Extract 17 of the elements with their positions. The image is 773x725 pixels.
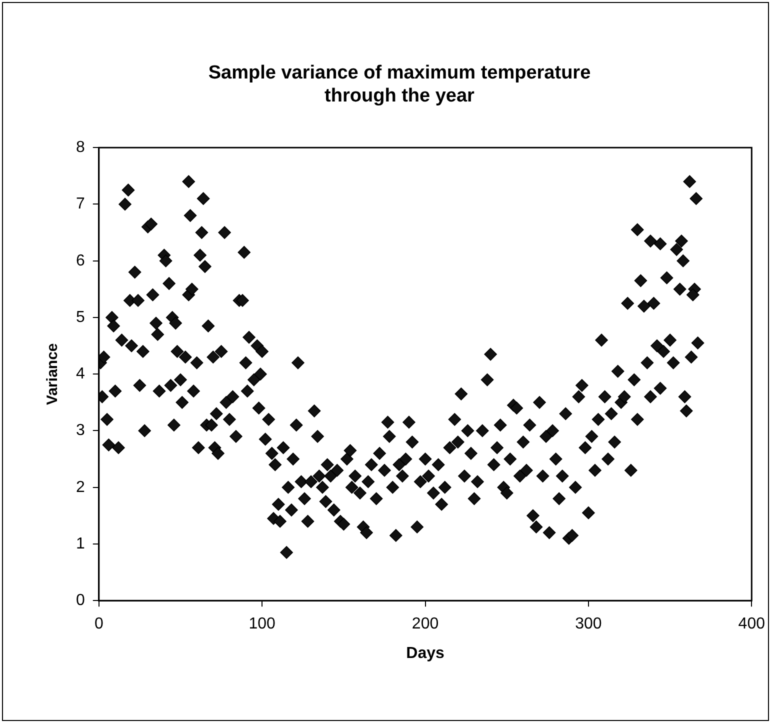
x-axis-title: Days [406,644,444,662]
y-tick-label: 8 [76,139,85,156]
y-tick-label: 3 [76,422,85,440]
y-tick-label: 0 [76,592,85,610]
y-tick-label: 4 [76,366,85,383]
y-tick-label: 2 [76,478,85,496]
x-tick-label: 200 [412,616,439,633]
y-axis-title: Variance [44,343,62,405]
x-tick-label: 0 [94,616,104,633]
y-tick-label: 7 [76,196,85,213]
x-tick-label: 100 [248,616,276,633]
y-tick-label: 5 [76,308,85,326]
y-tick-label: 6 [76,252,85,270]
y-tick-label: 1 [76,535,85,552]
chart-title: Sample variance of maximum temperature through the year [208,62,591,106]
x-tick-label: 300 [575,616,602,633]
x-tick-label: 400 [738,616,766,633]
